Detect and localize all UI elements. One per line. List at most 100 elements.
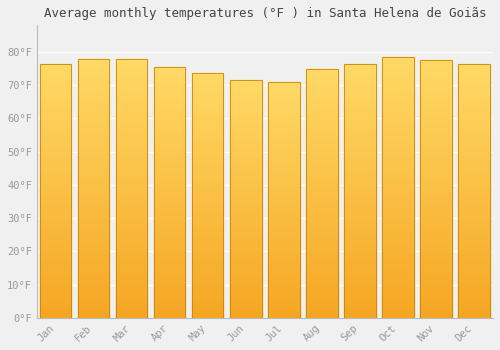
- Bar: [116, 201, 148, 204]
- Bar: [40, 94, 72, 97]
- Bar: [458, 239, 490, 241]
- Bar: [268, 143, 300, 146]
- Bar: [306, 300, 338, 303]
- Bar: [382, 153, 414, 156]
- Bar: [116, 157, 148, 160]
- Bar: [154, 217, 186, 220]
- Bar: [230, 237, 262, 239]
- Bar: [192, 296, 224, 298]
- Bar: [78, 74, 110, 77]
- Bar: [78, 123, 110, 126]
- Bar: [344, 198, 376, 201]
- Bar: [192, 171, 224, 174]
- Bar: [230, 170, 262, 173]
- Bar: [154, 127, 186, 130]
- Bar: [154, 240, 186, 243]
- Bar: [268, 82, 300, 318]
- Bar: [192, 178, 224, 181]
- Bar: [40, 142, 72, 145]
- Bar: [78, 264, 110, 266]
- Bar: [382, 232, 414, 235]
- Bar: [344, 188, 376, 191]
- Bar: [420, 251, 452, 253]
- Bar: [344, 135, 376, 137]
- Bar: [458, 285, 490, 287]
- Bar: [344, 165, 376, 168]
- Bar: [154, 212, 186, 215]
- Bar: [268, 176, 300, 178]
- Bar: [420, 99, 452, 101]
- Bar: [382, 266, 414, 268]
- Bar: [420, 91, 452, 94]
- Bar: [154, 215, 186, 217]
- Bar: [268, 264, 300, 266]
- Bar: [306, 151, 338, 153]
- Bar: [306, 236, 338, 238]
- Bar: [40, 89, 72, 91]
- Bar: [344, 226, 376, 229]
- Bar: [306, 96, 338, 98]
- Bar: [116, 292, 148, 294]
- Bar: [40, 130, 72, 132]
- Bar: [116, 294, 148, 297]
- Bar: [458, 272, 490, 275]
- Bar: [78, 310, 110, 313]
- Bar: [78, 266, 110, 268]
- Bar: [230, 168, 262, 170]
- Bar: [458, 188, 490, 191]
- Bar: [154, 67, 186, 69]
- Bar: [192, 91, 224, 93]
- Bar: [268, 223, 300, 226]
- Bar: [192, 181, 224, 183]
- Bar: [344, 170, 376, 173]
- Bar: [344, 99, 376, 102]
- Bar: [458, 237, 490, 239]
- Bar: [116, 118, 148, 121]
- Bar: [382, 253, 414, 255]
- Bar: [306, 196, 338, 198]
- Bar: [154, 182, 186, 185]
- Bar: [344, 71, 376, 74]
- Bar: [420, 236, 452, 238]
- Bar: [306, 126, 338, 128]
- Bar: [78, 154, 110, 157]
- Bar: [78, 188, 110, 191]
- Bar: [382, 114, 414, 117]
- Bar: [192, 237, 224, 240]
- Bar: [154, 79, 186, 82]
- Bar: [420, 197, 452, 199]
- Bar: [192, 113, 224, 115]
- Bar: [382, 221, 414, 224]
- Bar: [344, 221, 376, 224]
- Bar: [40, 165, 72, 168]
- Bar: [78, 235, 110, 237]
- Bar: [382, 62, 414, 65]
- Bar: [382, 112, 414, 114]
- Bar: [268, 127, 300, 129]
- Bar: [78, 201, 110, 204]
- Bar: [458, 125, 490, 127]
- Bar: [154, 260, 186, 262]
- Bar: [40, 234, 72, 237]
- Bar: [116, 152, 148, 154]
- Bar: [344, 86, 376, 89]
- Bar: [420, 310, 452, 313]
- Bar: [268, 162, 300, 164]
- Bar: [306, 108, 338, 111]
- Bar: [382, 206, 414, 208]
- Bar: [420, 223, 452, 225]
- Bar: [78, 116, 110, 118]
- Bar: [116, 134, 148, 136]
- Bar: [192, 306, 224, 308]
- Bar: [230, 197, 262, 199]
- Bar: [230, 315, 262, 318]
- Bar: [344, 125, 376, 127]
- Bar: [230, 251, 262, 254]
- Bar: [154, 268, 186, 270]
- Bar: [78, 97, 110, 100]
- Bar: [382, 167, 414, 169]
- Bar: [154, 117, 186, 120]
- Bar: [268, 186, 300, 188]
- Bar: [40, 267, 72, 270]
- Bar: [192, 169, 224, 171]
